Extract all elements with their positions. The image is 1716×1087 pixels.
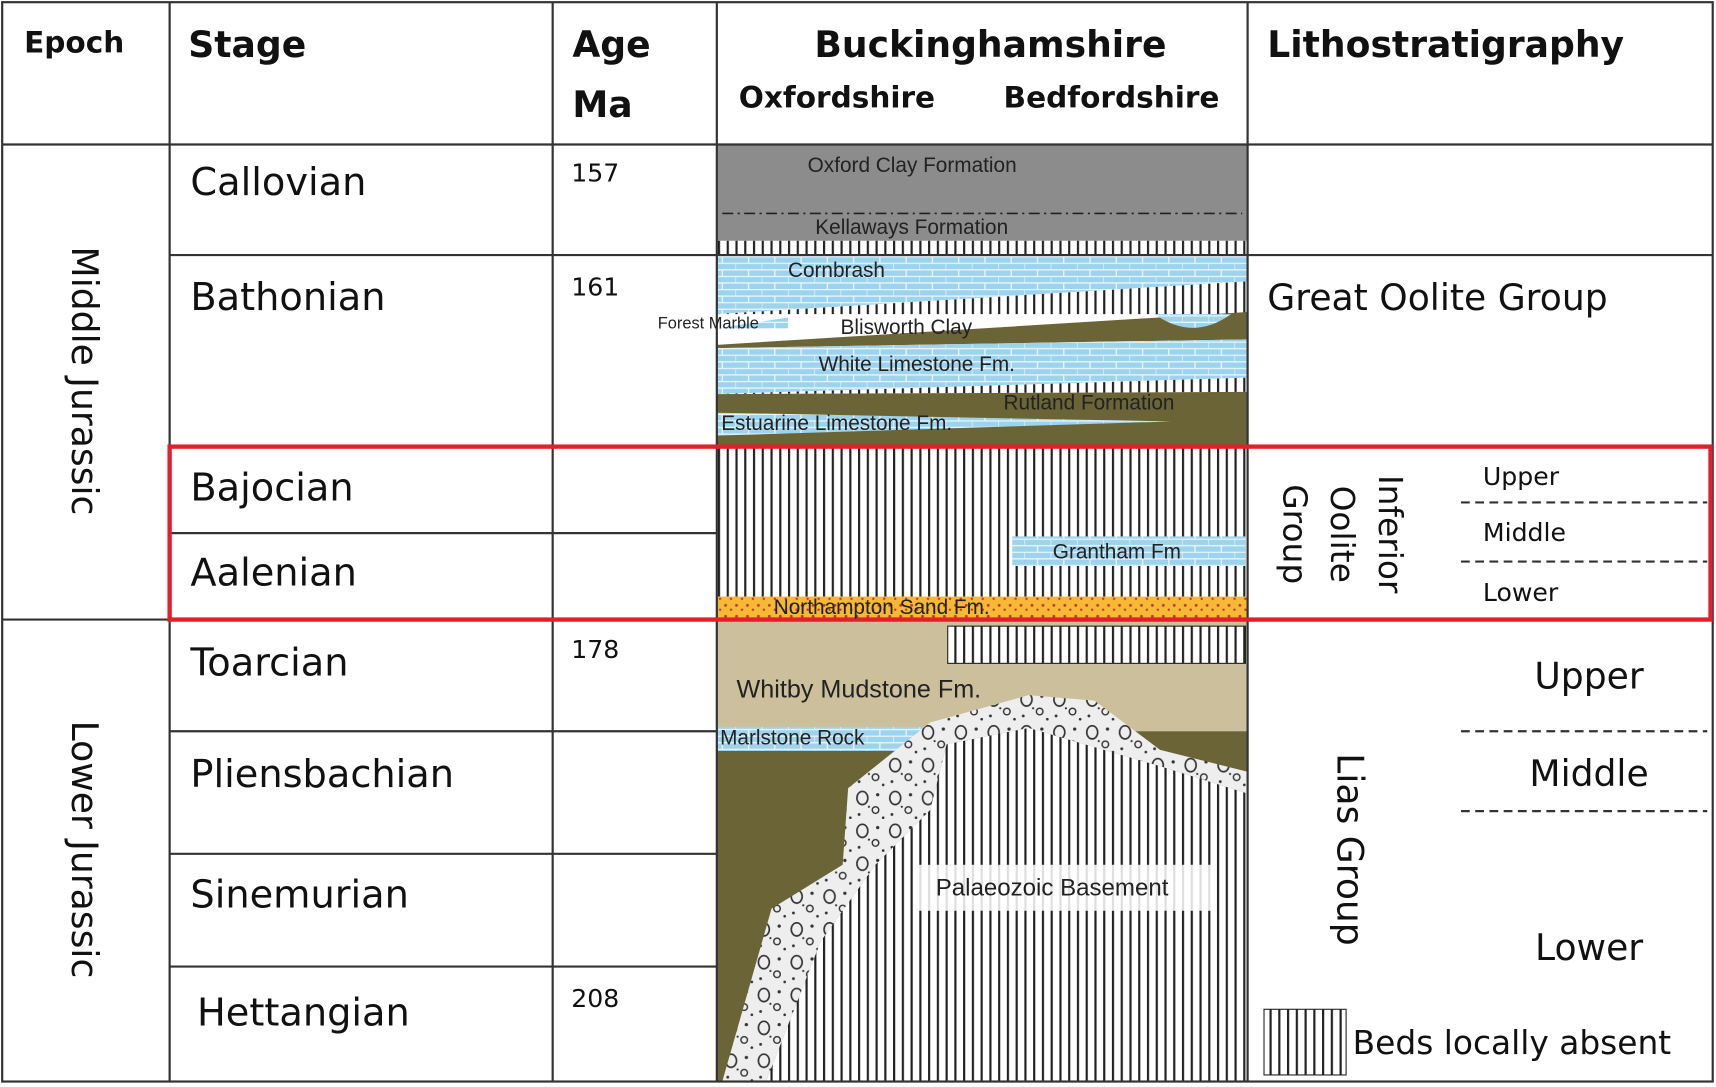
lens [1154,314,1232,328]
header-epoch: Epoch [24,26,124,60]
subdivision-label: Middle [1529,752,1648,795]
age-label: 161 [571,273,619,302]
header-lithostratigraphy: Lithostratigraphy [1267,23,1624,66]
legend-swatch [1263,1008,1347,1076]
epoch-label: Middle Jurassic [63,247,106,516]
stage-label: Bajocian [190,465,353,510]
epoch-label: Lower Jurassic [63,721,106,979]
subdivision-label: Lower [1483,578,1559,607]
header-stage: Stage [188,23,306,66]
legend-label: Beds locally absent [1353,1024,1672,1062]
white-limestone [716,339,1248,395]
formation-label: Northampton Sand Fm. [774,596,990,619]
subdivision-label: Upper [1534,655,1643,698]
group-label: Oolite [1323,486,1361,583]
header-age-unit: Ma [572,83,632,126]
group-label: Lias Group [1328,753,1371,946]
header-east: Bedfordshire [1004,80,1220,114]
stage-label: Bathonian [190,275,385,320]
age-label: 208 [571,984,619,1013]
formation-label: Marlstone Rock [720,726,865,749]
stage-label: Hettangian [197,991,410,1036]
absent-beds [716,446,1248,597]
header-region: Buckinghamshire [814,23,1166,66]
formation-label: Estuarine Limestone Fm. [721,412,952,435]
formation-label: Forest Marble [658,314,759,332]
conglomerate [722,695,1248,1082]
highlight-box [167,444,1713,622]
formation-label: White Limestone Fm. [819,353,1015,376]
formation-label: Blisworth Clay [840,316,972,339]
formation-label: Palaeozoic Basement [936,874,1169,901]
stage-label: Pliensbachian [190,752,454,797]
header-west: Oxfordshire [739,80,935,114]
blisworth-clay [716,311,1248,349]
formation-label: Oxford Clay Formation [808,154,1017,177]
group-label: Inferior [1371,475,1409,594]
formation-label: Kellaways Formation [815,216,1008,239]
stage-label: Sinemurian [190,872,408,917]
stage-label: Aalenian [190,551,357,596]
label-bg [913,864,1215,911]
estuarine-limestone [716,412,1171,436]
group-label: Great Oolite Group [1267,276,1607,319]
stage-label: Toarcian [189,640,348,685]
group-label: Group [1276,484,1314,584]
kellaways [716,240,1248,256]
forest-marble [716,317,788,329]
oxford-clay [716,144,1248,241]
subdivision-label: Upper [1483,462,1560,491]
cornbrash [716,255,1248,315]
subdivision-label: Lower [1535,926,1643,969]
age-label: 157 [571,159,619,188]
subdivision-label: Middle [1483,518,1566,547]
formation-label: Cornbrash [788,259,885,282]
grantham-fm [1012,536,1246,566]
age-label: 178 [571,635,619,664]
header-age: Age [572,23,650,66]
formation-label: Rutland Formation [1004,391,1175,414]
absent-beds [947,625,1246,664]
formation-label: Whitby Mudstone Fm. [737,675,982,703]
stage-label: Callovian [190,160,366,205]
formation-label: Grantham Fm [1053,540,1181,563]
